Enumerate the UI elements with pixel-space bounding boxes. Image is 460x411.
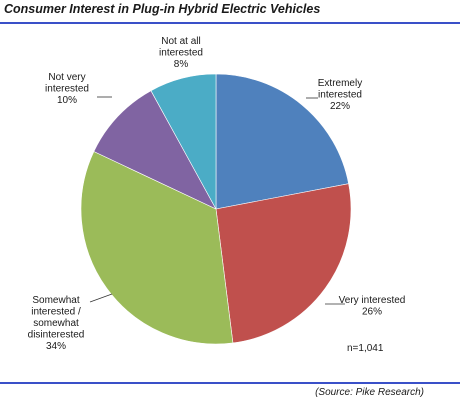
slice-label-0: Extremely interested 22% [318, 78, 362, 112]
leader-line-2 [89, 293, 113, 303]
pie-slice-4 [150, 73, 217, 210]
pie-slice-3 [93, 90, 217, 210]
pie-slice-1 [215, 183, 352, 344]
leader-lines [89, 96, 345, 305]
top-rule [0, 22, 460, 24]
slice-label-4: Not at all interested 8% [159, 36, 203, 70]
bottom-rule [0, 382, 460, 384]
chart-title: Consumer Interest in Plug-in Hybrid Elec… [4, 2, 321, 16]
slice-label-3: Not very interested 10% [45, 72, 89, 106]
pie-slice-0 [215, 73, 349, 210]
slice-label-2: Somewhat interested / somewhat disintereste… [28, 295, 85, 352]
pie-slice-2 [80, 151, 234, 345]
source-note: (Source: Pike Research) [315, 387, 424, 398]
slice-label-1: Very interested 26% [339, 295, 406, 318]
sample-size-note: n=1,041 [347, 343, 384, 354]
pie-slices [80, 73, 352, 345]
slice-labels: Extremely interested 22% Very interested 26%… [28, 36, 406, 352]
